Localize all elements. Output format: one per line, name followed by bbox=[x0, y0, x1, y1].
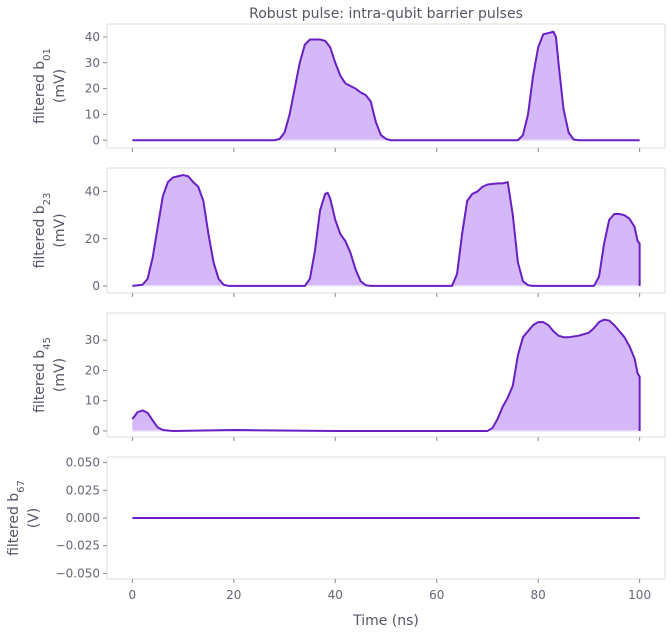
y-axis-unit: (V) bbox=[26, 508, 42, 529]
y-tick-label: 0.025 bbox=[66, 483, 100, 497]
x-tick-label: 100 bbox=[628, 588, 651, 602]
y-tick-label: 30 bbox=[85, 56, 100, 70]
x-tick-label: 0 bbox=[129, 588, 137, 602]
x-tick-label: 20 bbox=[226, 588, 241, 602]
y-tick-label: 20 bbox=[85, 232, 100, 246]
y-axis-unit: (mV) bbox=[52, 213, 68, 247]
y-tick-label: 0 bbox=[92, 133, 100, 147]
y-tick-label: −0.025 bbox=[56, 539, 100, 553]
y-tick-label: 10 bbox=[85, 394, 100, 408]
axes-frame bbox=[106, 23, 666, 149]
y-tick-label: 40 bbox=[85, 185, 100, 199]
y-tick-label: −0.050 bbox=[56, 566, 100, 580]
y-axis-title: filtered b23 bbox=[32, 193, 53, 269]
series-line bbox=[131, 318, 641, 432]
y-axis-title: filtered b01 bbox=[32, 48, 53, 124]
axes-frame bbox=[106, 312, 666, 438]
y-tick-label: 40 bbox=[85, 30, 100, 44]
series-area bbox=[132, 175, 640, 286]
series-line bbox=[132, 30, 640, 142]
series-line bbox=[132, 174, 641, 287]
y-tick-label: 20 bbox=[85, 82, 100, 96]
y-axis-title: filtered b67 bbox=[6, 480, 27, 556]
y-tick-label: 10 bbox=[85, 107, 100, 121]
y-tick-label: 30 bbox=[85, 333, 100, 347]
series-area bbox=[132, 31, 640, 141]
panel-67: 0 20 40 60 80 100 0.050 0.025 0.000 −0.025 −0.050 f… bbox=[6, 456, 666, 602]
y-axis-unit: (mV) bbox=[52, 69, 68, 103]
y-tick-label: 0.000 bbox=[66, 511, 100, 525]
x-tick-label: 60 bbox=[429, 588, 444, 602]
x-tick-label: 40 bbox=[328, 588, 343, 602]
y-axis-unit: (mV) bbox=[52, 358, 68, 392]
panel-01: 0 10 20 30 40 filtered b01(mV) bbox=[32, 23, 666, 152]
panel-23: 0 20 40 filtered b23(mV) bbox=[32, 167, 666, 297]
y-tick-label: 20 bbox=[85, 363, 100, 377]
series-area bbox=[132, 319, 640, 431]
x-tick-label: 80 bbox=[531, 588, 546, 602]
y-axis-title: filtered b45 bbox=[32, 337, 53, 413]
chart-title: Robust pulse: intra-qubit barrier pulses bbox=[249, 6, 523, 22]
axes-frame bbox=[106, 167, 666, 294]
y-tick-label: 0 bbox=[92, 279, 100, 293]
y-tick-label: 0 bbox=[92, 424, 100, 438]
panel-45: 0 10 20 30 filtered b45(mV) bbox=[32, 312, 666, 441]
y-tick-label: 0.050 bbox=[66, 456, 100, 470]
x-axis-title: Time (ns) bbox=[352, 613, 419, 629]
